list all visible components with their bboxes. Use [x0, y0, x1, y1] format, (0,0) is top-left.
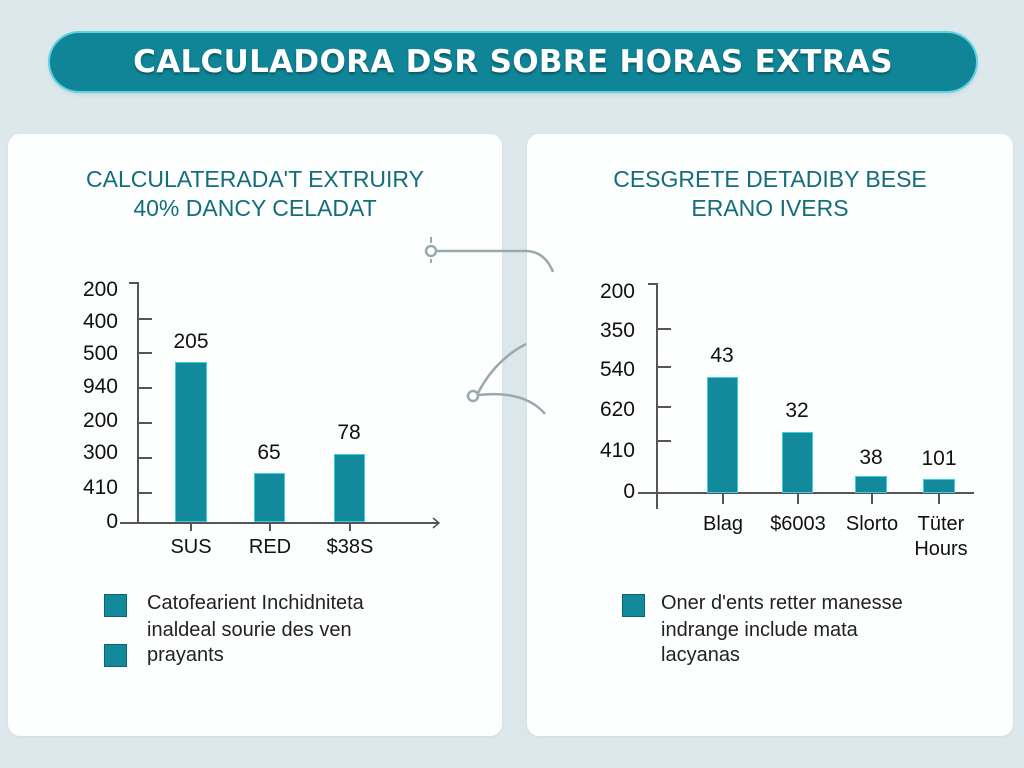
left-legend-line3: prayants	[147, 644, 224, 666]
left-ytick-mark	[138, 387, 152, 389]
left-bar-value: 78	[337, 421, 361, 444]
right-xtick-label-line1: Tüter	[917, 513, 965, 535]
right-bar-value: 38	[859, 446, 883, 469]
right-bar-6003	[782, 432, 813, 493]
header-banner: CALCULADORA DSR SOBRE HORAS EXTRAS	[50, 33, 976, 91]
left-xtick-mark	[349, 523, 351, 531]
right-xtick-mark	[871, 494, 873, 504]
right-bar-value: 32	[785, 399, 809, 422]
left-title-line1: CALCULATERADA'T EXTRUIRY	[86, 166, 424, 192]
left-panel: CALCULATERADA'T EXTRUIRY 40% DANCY CELAD…	[8, 134, 502, 736]
left-ytick-mark	[138, 422, 152, 424]
left-xtick-mark	[269, 523, 271, 531]
right-y-axis	[656, 283, 658, 509]
right-title-line1: CESGRETE DETADIBY BESE	[613, 166, 927, 192]
right-title-line2: ERANO IVERS	[691, 195, 849, 221]
left-ytick-label: 400	[82, 310, 118, 333]
left-bar-sus	[175, 362, 207, 522]
left-ytick-label: 200	[82, 409, 118, 432]
left-bar-value: 205	[173, 330, 209, 353]
right-ytick-mark	[657, 366, 671, 368]
left-ytick-label: 300	[82, 441, 118, 464]
right-legend-swatch	[622, 594, 645, 617]
right-bar-blag	[707, 377, 738, 493]
left-xtick-label: RED	[248, 536, 292, 558]
right-ytick-label: 200	[599, 280, 635, 303]
right-ytick-label: 0	[623, 480, 635, 503]
right-xtick-label: Tüter Hours	[901, 512, 981, 562]
left-ytick-label: 0	[106, 510, 118, 533]
right-y-axis-top-cap	[648, 283, 658, 285]
left-legend-line2: inaldeal sourie des ven	[147, 619, 352, 641]
left-ytick-label: 200	[82, 278, 118, 301]
right-legend-line3: lacyanas	[661, 644, 740, 666]
right-ytick-label: 350	[599, 319, 635, 342]
right-xtick-mark	[938, 494, 940, 504]
left-ytick-label: 410	[82, 476, 118, 499]
left-xtick-label: SUS	[170, 536, 212, 558]
right-legend-line1: Oner d'ents retter manesse	[661, 592, 903, 614]
right-xtick-label-line2: Hours	[914, 538, 968, 560]
left-y-axis	[137, 282, 139, 524]
page-title: CALCULADORA DSR SOBRE HORAS EXTRAS	[133, 44, 893, 80]
right-xtick-label: Blag	[702, 513, 744, 535]
left-ytick-mark	[138, 457, 152, 459]
left-ytick-label: 500	[82, 342, 118, 365]
right-bar-value: 43	[710, 344, 734, 367]
right-xtick-label: $6003	[770, 513, 826, 535]
left-x-axis-arrow-icon	[432, 517, 441, 529]
right-ytick-label: 540	[599, 358, 635, 381]
left-xtick-label: $38S	[326, 536, 374, 558]
left-legend-swatch	[104, 644, 127, 667]
left-xtick-mark	[190, 523, 192, 531]
right-bar-tuter-hours	[923, 479, 955, 493]
right-ytick-mark	[657, 440, 671, 442]
right-x-axis	[638, 492, 974, 494]
right-ytick-label: 410	[599, 439, 635, 462]
left-legend-swatch	[104, 594, 127, 617]
right-panel: CESGRETE DETADIBY BESE ERANO IVERS 200 3…	[527, 134, 1013, 736]
right-bar-slorto	[855, 476, 887, 493]
right-xtick-mark	[797, 494, 799, 504]
left-ytick-mark	[138, 492, 152, 494]
left-ytick-mark	[138, 352, 152, 354]
right-panel-title: CESGRETE DETADIBY BESE ERANO IVERS	[527, 165, 1013, 223]
left-bar-chart: 200 400 500 940 200 300 410 0 205 65 78 …	[8, 134, 502, 736]
left-bar-value: 65	[257, 441, 281, 464]
right-xtick-mark	[722, 494, 724, 504]
left-ytick-label: 940	[82, 375, 118, 398]
right-xtick-label: Slorto	[845, 513, 899, 535]
right-ytick-label: 620	[599, 398, 635, 421]
left-x-axis	[120, 522, 438, 524]
left-legend-line1: Catofearient Inchidniteta	[147, 592, 364, 614]
right-bar-chart: 200 350 540 620 410 0 43 32 38 101	[527, 134, 1013, 736]
center-divider	[503, 280, 527, 736]
left-panel-title: CALCULATERADA'T EXTRUIRY 40% DANCY CELAD…	[8, 165, 502, 223]
right-bar-value: 101	[921, 447, 957, 470]
right-ytick-mark	[657, 328, 671, 330]
left-bar-red	[254, 473, 285, 522]
left-bar-38s	[334, 454, 365, 522]
left-y-axis-top-cap	[129, 282, 139, 284]
left-ytick-mark	[138, 318, 152, 320]
right-ytick-mark	[657, 406, 671, 408]
right-legend-line2: indrange include mata	[661, 619, 858, 641]
left-title-line2: 40% DANCY CELADAT	[133, 195, 377, 221]
